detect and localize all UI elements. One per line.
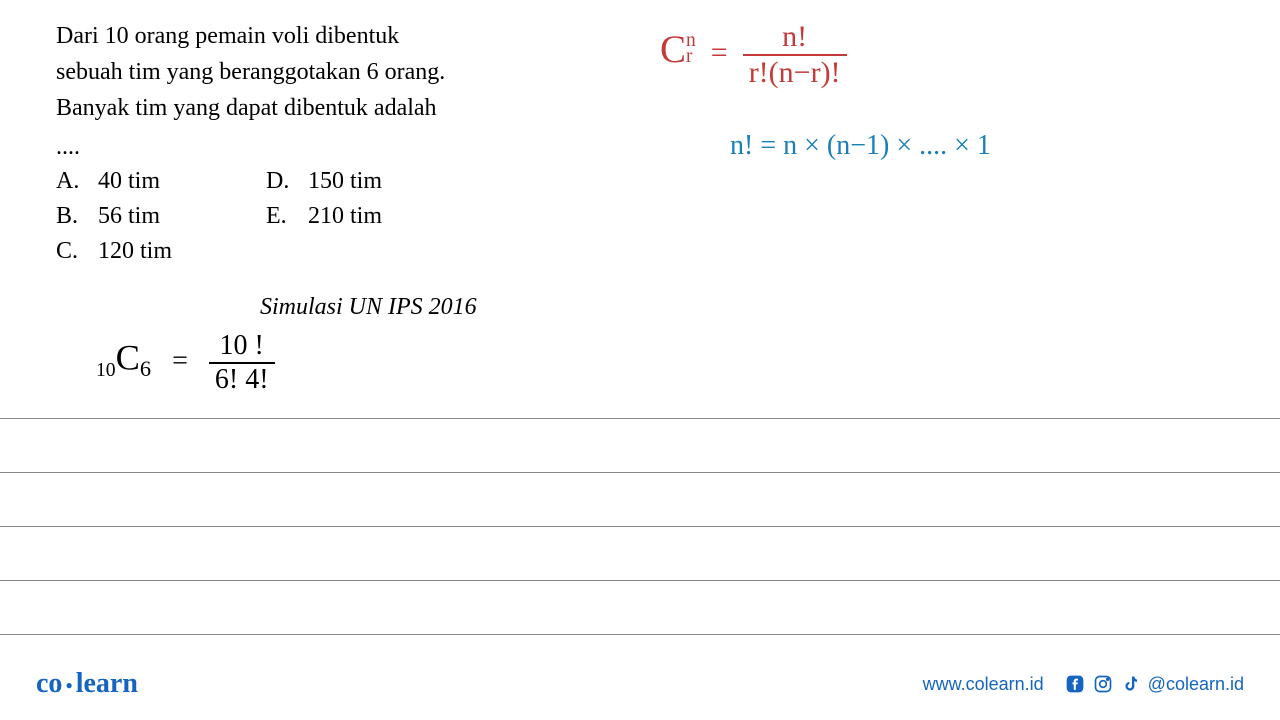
option-c-text: 120 tim [98,238,172,264]
source-citation: Simulasi UN IPS 2016 [260,294,477,321]
ruled-line [0,472,1280,473]
option-b-letter: B. [56,203,92,230]
logo-learn: learn [76,668,138,699]
option-d-text: 150 tim [308,168,382,194]
document-area: Dari 10 orang pemain voli dibentuk sebua… [0,0,1280,720]
handwritten-calculation: 10C6 = 10 ! 6! 4! [96,330,275,396]
website-url: www.colearn.id [923,674,1044,695]
question-stem: Dari 10 orang pemain voli dibentuk sebua… [56,18,445,126]
footer-bar: co●learn www.colearn.id @colearn.id [0,668,1280,700]
ruled-line [0,418,1280,419]
formula-numerator: n! [743,20,847,56]
option-a-letter: A. [56,168,92,195]
option-a-text: 40 tim [98,168,160,194]
instagram-icon [1092,673,1114,695]
ruled-line [0,634,1280,635]
option-d-letter: D. [266,168,302,195]
ruled-line [0,526,1280,527]
question-line-2: sebuah tim yang beranggotakan 6 orang. [56,59,445,85]
option-e-text: 210 tim [308,203,382,229]
footer-right: www.colearn.id @colearn.id [923,673,1244,695]
social-icons: @colearn.id [1064,673,1244,695]
question-line-3: Banyak tim yang dapat dibentuk adalah [56,95,437,121]
option-e-letter: E. [266,203,302,230]
logo-co: co [36,668,62,699]
tiktok-icon [1120,673,1142,695]
work-numerator: 10 ! [209,330,275,364]
option-c-letter: C. [56,238,92,265]
question-ellipsis: .... [56,134,80,161]
work-denominator: 6! 4! [209,364,275,396]
combination-formula: Cnr = n! r!(n−r)! [660,20,847,90]
formula-denominator: r!(n−r)! [743,56,847,90]
answer-options: A. 40 tim D. 150 tim B. 56 tim E. 210 ti… [56,168,382,273]
ruled-line [0,580,1280,581]
question-line-1: Dari 10 orang pemain voli dibentuk [56,23,399,49]
facebook-icon [1064,673,1086,695]
social-handle: @colearn.id [1148,674,1244,695]
brand-logo: co●learn [36,668,138,700]
option-b-text: 56 tim [98,203,160,229]
factorial-definition: n! = n × (n−1) × .... × 1 [730,130,991,162]
